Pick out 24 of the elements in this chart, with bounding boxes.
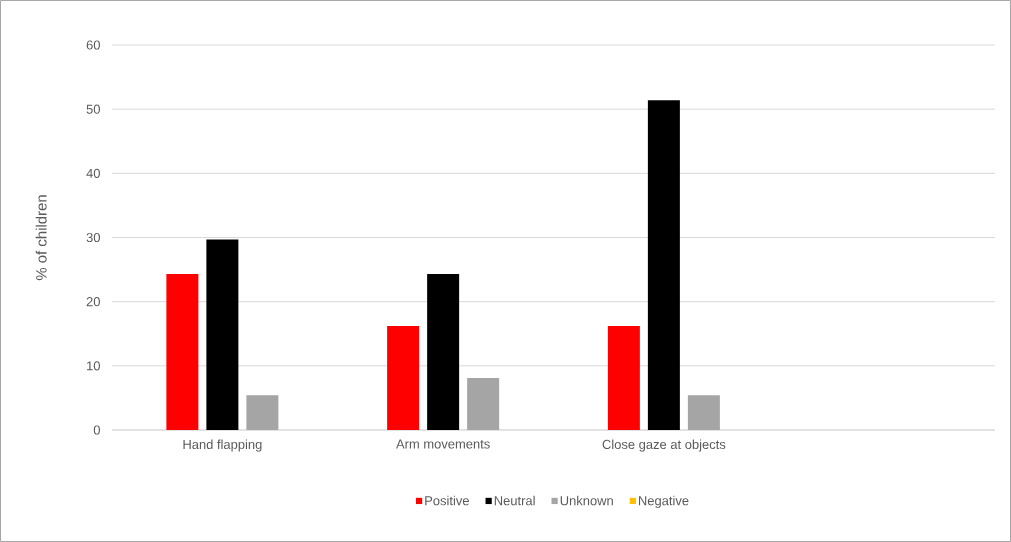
legend-label: Unknown bbox=[560, 495, 613, 506]
y-tick-label: 60 bbox=[86, 40, 100, 50]
y-tick-label: 20 bbox=[86, 297, 100, 307]
y-tick-label: 0 bbox=[93, 425, 100, 435]
bar bbox=[427, 274, 460, 430]
y-tick-label: 50 bbox=[86, 104, 100, 114]
bar bbox=[206, 239, 239, 430]
bar bbox=[687, 395, 720, 430]
y-tick-label: 40 bbox=[86, 168, 100, 178]
legend-label: Positive bbox=[425, 495, 469, 506]
bar bbox=[607, 326, 640, 430]
bar bbox=[387, 326, 420, 430]
y-tick-label: 30 bbox=[86, 232, 100, 243]
legend-label: Neutral bbox=[494, 495, 535, 506]
x-tick-label: Close gaze at objects bbox=[602, 439, 726, 452]
bar bbox=[166, 274, 199, 430]
bar bbox=[647, 100, 680, 430]
bar bbox=[246, 395, 279, 430]
y-axis-title: % of children bbox=[35, 195, 47, 281]
bar bbox=[467, 378, 500, 430]
x-tick-label: Hand flapping bbox=[183, 439, 262, 452]
legend-label: Negative bbox=[639, 495, 689, 508]
y-tick-label: 10 bbox=[87, 361, 100, 371]
x-tick-label: Arm movements bbox=[396, 439, 490, 449]
